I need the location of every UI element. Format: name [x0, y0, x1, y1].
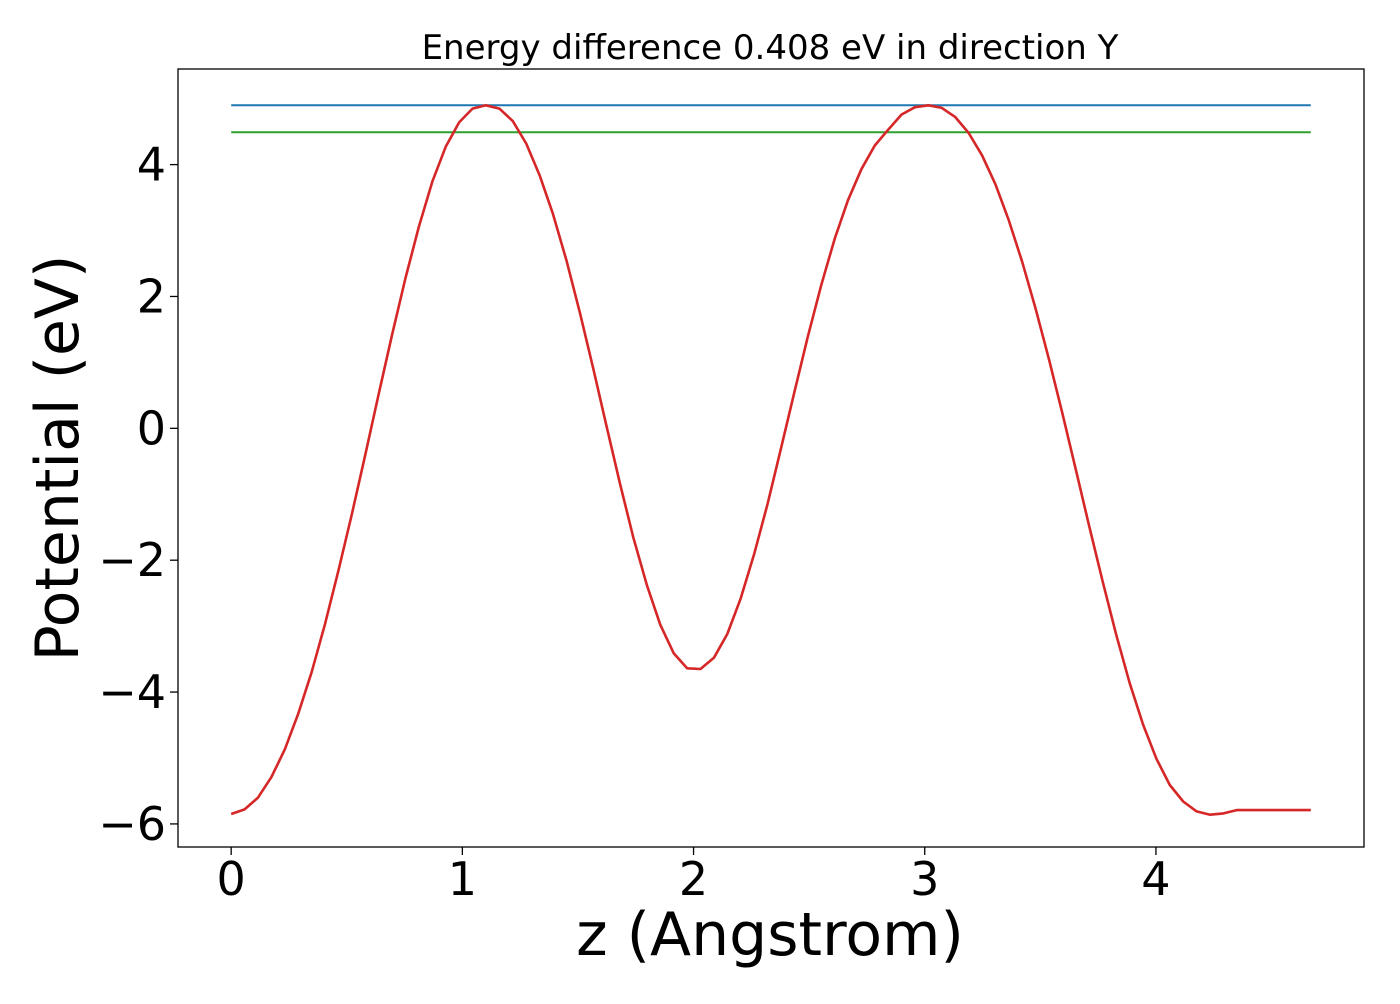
x-tick-label: 4 — [1141, 852, 1170, 906]
y-tick-label: −6 — [98, 797, 166, 851]
x-tick-label: 3 — [910, 852, 939, 906]
y-tick-label: 0 — [137, 401, 166, 455]
x-axis-ticks: 0 1 2 3 4 — [217, 847, 1171, 906]
plot-frame — [177, 68, 1365, 848]
y-tick-label: 4 — [137, 138, 166, 192]
x-tick-label: 1 — [448, 852, 477, 906]
x-tick-label: 2 — [679, 852, 708, 906]
y-axis-label: Potential (eV) — [23, 255, 93, 662]
chart-title: Energy difference 0.408 eV in direction … — [422, 28, 1119, 68]
potential-curve — [230, 104, 1311, 817]
y-tick-label: 2 — [137, 269, 166, 323]
y-tick-label: −4 — [98, 665, 166, 719]
x-axis-label: z (Angstrom) — [576, 900, 964, 970]
plot-area — [230, 104, 1311, 817]
y-axis-ticks: −6 −4 −2 0 2 4 — [98, 138, 178, 851]
x-tick-label: 0 — [217, 852, 246, 906]
y-tick-label: −2 — [98, 533, 166, 587]
